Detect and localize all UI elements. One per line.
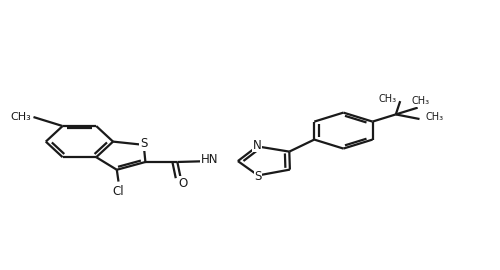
Text: N: N [253, 139, 262, 151]
Text: S: S [254, 170, 262, 183]
Text: CH₃: CH₃ [411, 96, 429, 106]
Text: CH₃: CH₃ [10, 112, 31, 122]
Text: O: O [178, 177, 188, 190]
Text: CH₃: CH₃ [426, 112, 444, 122]
Text: Cl: Cl [112, 185, 124, 198]
Text: HN: HN [200, 153, 218, 166]
Text: CH₃: CH₃ [379, 94, 397, 104]
Text: S: S [140, 137, 147, 150]
